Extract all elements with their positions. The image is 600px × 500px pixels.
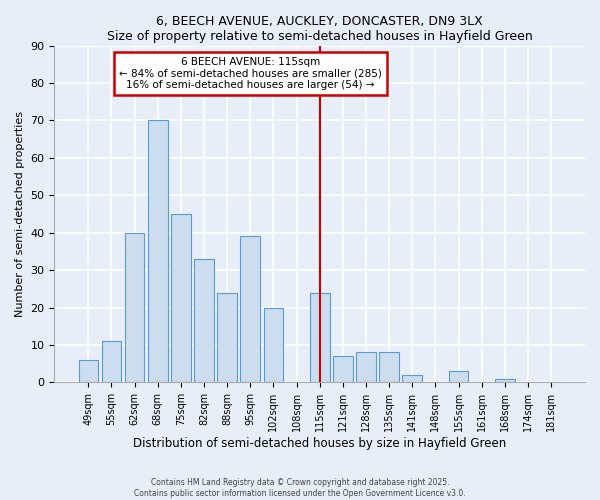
Bar (310, 292, 329, 382)
X-axis label: Distribution of semi-detached houses by size in Hayfield Green: Distribution of semi-detached houses by … (133, 437, 506, 450)
Bar (333, 356, 353, 382)
Bar (495, 378, 515, 382)
Bar (241, 236, 260, 382)
Bar (379, 352, 399, 382)
Bar (217, 292, 237, 382)
Bar (449, 371, 469, 382)
Bar (148, 120, 167, 382)
Title: 6, BEECH AVENUE, AUCKLEY, DONCASTER, DN9 3LX
Size of property relative to semi-d: 6, BEECH AVENUE, AUCKLEY, DONCASTER, DN9… (107, 15, 533, 43)
Bar (125, 232, 145, 382)
Bar (263, 308, 283, 382)
Text: Contains HM Land Registry data © Crown copyright and database right 2025.
Contai: Contains HM Land Registry data © Crown c… (134, 478, 466, 498)
Bar (171, 214, 191, 382)
Y-axis label: Number of semi-detached properties: Number of semi-detached properties (15, 111, 25, 317)
Bar (79, 360, 98, 382)
Bar (356, 352, 376, 382)
Bar (403, 375, 422, 382)
Text: 6 BEECH AVENUE: 115sqm
← 84% of semi-detached houses are smaller (285)
16% of se: 6 BEECH AVENUE: 115sqm ← 84% of semi-det… (119, 57, 382, 90)
Bar (194, 259, 214, 382)
Bar (101, 341, 121, 382)
